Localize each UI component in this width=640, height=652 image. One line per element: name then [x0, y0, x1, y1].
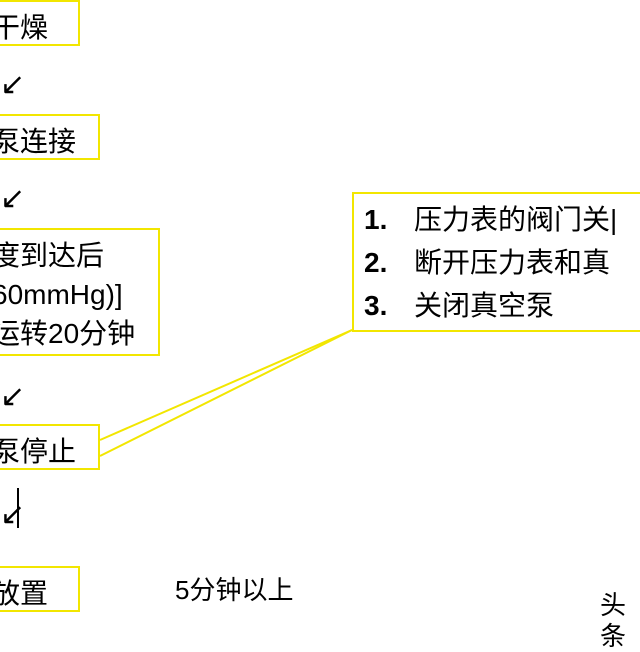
- annotation-0: 5分钟以上: [175, 575, 293, 606]
- annotation-1: 头条: [600, 590, 640, 652]
- side-item-2: 2.断开压力表和真: [364, 243, 640, 282]
- flow-arrow-0: ↙: [0, 70, 25, 100]
- side-callout-box: 1.压力表的阀门关|2.断开压力表和真3.关闭真空泵: [352, 192, 640, 332]
- flow-node-n1: 干燥: [0, 0, 80, 46]
- side-item-num: 1.: [364, 200, 414, 239]
- flow-arrow-3: ↙: [0, 500, 25, 530]
- flow-node-n5: 放置: [0, 566, 80, 612]
- flow-arrow-2: ↙: [0, 382, 25, 412]
- flow-node-n4: 泵停止: [0, 424, 100, 470]
- side-item-text: 压力表的阀门关|: [414, 200, 617, 239]
- side-item-num: 2.: [364, 243, 414, 282]
- side-item-num: 3.: [364, 286, 414, 325]
- side-item-text: 关闭真空泵: [414, 286, 554, 325]
- flow-node-n2: 泵连接: [0, 114, 100, 160]
- flow-arrow-1: ↙: [0, 184, 25, 214]
- flow-node-n3: 度到达后 60mmHg)] 运转20分钟: [0, 228, 160, 356]
- side-item-text: 断开压力表和真: [414, 243, 610, 282]
- side-item-3: 3.关闭真空泵: [364, 286, 640, 325]
- side-item-1: 1.压力表的阀门关|: [364, 200, 640, 239]
